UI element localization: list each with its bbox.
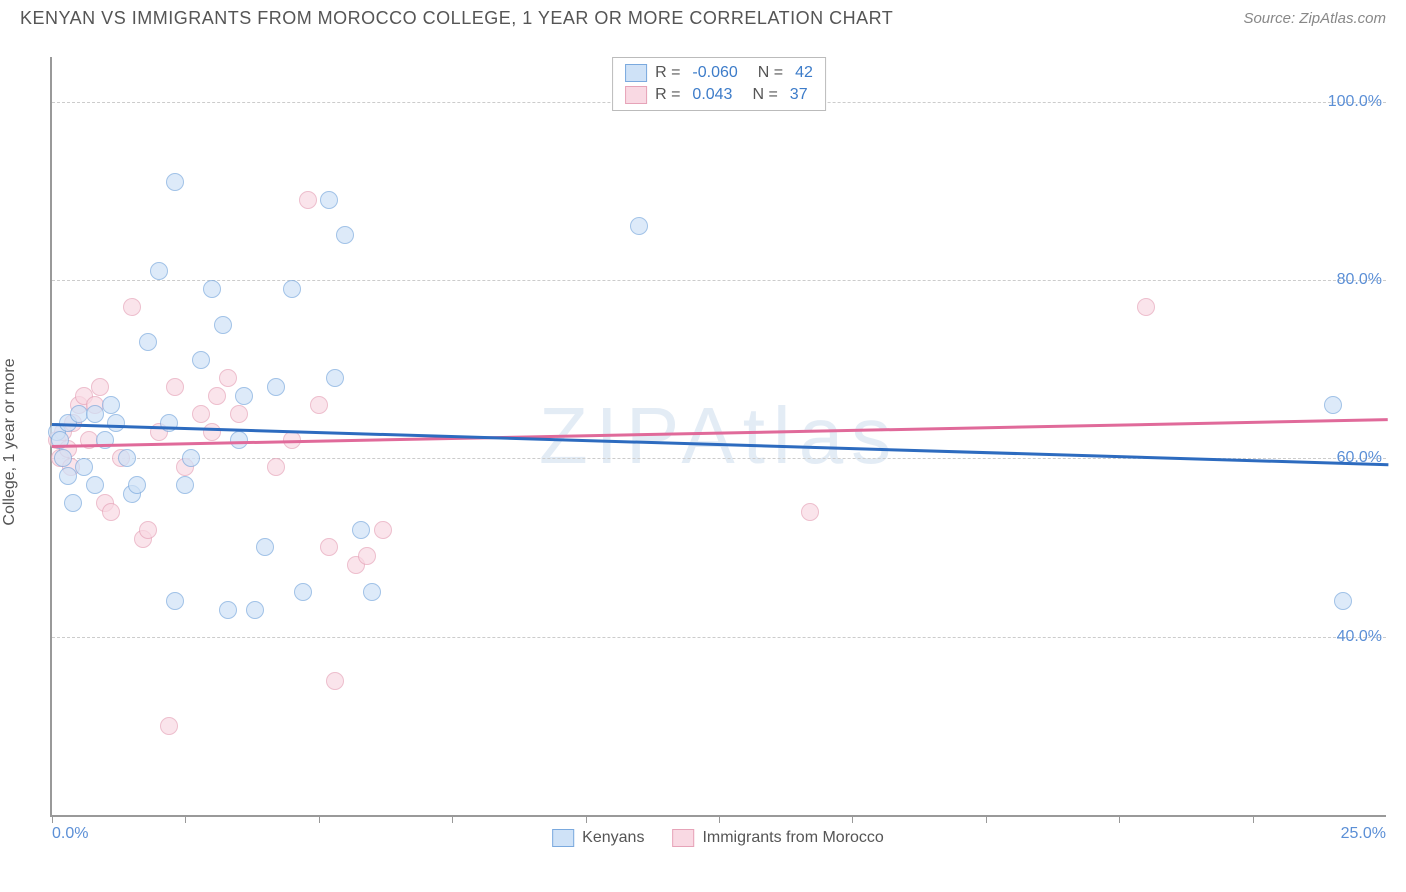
data-point xyxy=(320,538,338,556)
data-point xyxy=(118,449,136,467)
data-point xyxy=(219,369,237,387)
data-point xyxy=(320,191,338,209)
data-point xyxy=(86,405,104,423)
legend-label: Kenyans xyxy=(582,829,644,847)
data-point xyxy=(150,262,168,280)
data-point xyxy=(1334,592,1352,610)
y-tick-label: 80.0% xyxy=(1337,271,1382,289)
x-tick xyxy=(719,815,720,823)
data-point xyxy=(139,333,157,351)
data-point xyxy=(160,717,178,735)
data-point xyxy=(139,521,157,539)
plot-wrap: College, 1 year or more ZIPAtlas R =-0.0… xyxy=(50,37,1386,847)
legend-row: R = -0.060 N = 42 xyxy=(625,64,813,82)
data-point xyxy=(267,458,285,476)
data-point xyxy=(123,298,141,316)
data-point xyxy=(230,405,248,423)
data-point xyxy=(102,396,120,414)
gridline xyxy=(52,280,1386,281)
gridline xyxy=(52,637,1386,638)
data-point xyxy=(176,476,194,494)
data-point xyxy=(1324,396,1342,414)
x-tick xyxy=(452,815,453,823)
data-point xyxy=(256,538,274,556)
data-point xyxy=(96,431,114,449)
legend-r-value: 0.043 xyxy=(692,86,732,104)
x-tick xyxy=(52,815,53,823)
legend-r-value: -0.060 xyxy=(692,64,737,82)
x-axis-max-label: 25.0% xyxy=(1341,825,1386,843)
data-point xyxy=(235,387,253,405)
legend-item: Immigrants from Morocco xyxy=(672,829,883,847)
data-point xyxy=(246,601,264,619)
data-point xyxy=(630,217,648,235)
legend-n-value: 37 xyxy=(790,86,808,104)
data-point xyxy=(374,521,392,539)
plot-area: ZIPAtlas R =-0.060N =42R =0.043N =37 0.0… xyxy=(50,57,1386,817)
data-point xyxy=(102,503,120,521)
data-point xyxy=(166,592,184,610)
legend-label: Immigrants from Morocco xyxy=(702,829,883,847)
data-point xyxy=(75,458,93,476)
legend-swatch xyxy=(625,86,647,104)
chart-title: KENYAN VS IMMIGRANTS FROM MOROCCO COLLEG… xyxy=(20,8,893,29)
legend-r-label: R = xyxy=(655,86,680,104)
data-point xyxy=(192,351,210,369)
source-attribution: Source: ZipAtlas.com xyxy=(1243,10,1386,27)
data-point xyxy=(283,280,301,298)
legend-r-label: R = xyxy=(655,64,680,82)
legend-swatch xyxy=(625,64,647,82)
data-point xyxy=(363,583,381,601)
data-point xyxy=(182,449,200,467)
data-point xyxy=(267,378,285,396)
data-point xyxy=(352,521,370,539)
data-point xyxy=(203,280,221,298)
series-legend: Kenyans Immigrants from Morocco xyxy=(552,829,884,847)
y-axis-label: College, 1 year or more xyxy=(1,358,19,525)
y-tick-label: 40.0% xyxy=(1337,628,1382,646)
data-point xyxy=(326,369,344,387)
y-tick-label: 100.0% xyxy=(1328,93,1382,111)
data-point xyxy=(166,173,184,191)
x-tick xyxy=(1119,815,1120,823)
correlation-legend: R = -0.060 N = 42 R = 0.043 N = 37 xyxy=(612,57,826,111)
data-point xyxy=(214,316,232,334)
data-point xyxy=(128,476,146,494)
data-point xyxy=(208,387,226,405)
title-bar: KENYAN VS IMMIGRANTS FROM MOROCCO COLLEG… xyxy=(0,0,1406,37)
data-point xyxy=(336,226,354,244)
x-tick xyxy=(185,815,186,823)
data-point xyxy=(166,378,184,396)
legend-item: Kenyans xyxy=(552,829,644,847)
data-point xyxy=(192,405,210,423)
legend-swatch xyxy=(672,829,694,847)
legend-n-value: 42 xyxy=(795,64,813,82)
x-tick xyxy=(852,815,853,823)
legend-row: R = 0.043 N = 37 xyxy=(625,86,813,104)
data-point xyxy=(1137,298,1155,316)
data-point xyxy=(310,396,328,414)
x-axis-min-label: 0.0% xyxy=(52,825,88,843)
data-point xyxy=(299,191,317,209)
legend-n-label: N = xyxy=(752,86,777,104)
data-point xyxy=(358,547,376,565)
data-point xyxy=(203,423,221,441)
x-tick xyxy=(319,815,320,823)
data-point xyxy=(91,378,109,396)
data-point xyxy=(219,601,237,619)
data-point xyxy=(294,583,312,601)
x-tick xyxy=(586,815,587,823)
legend-swatch xyxy=(552,829,574,847)
data-point xyxy=(107,414,125,432)
x-tick xyxy=(1253,815,1254,823)
data-point xyxy=(59,467,77,485)
data-point xyxy=(86,476,104,494)
data-point xyxy=(801,503,819,521)
data-point xyxy=(64,494,82,512)
data-point xyxy=(54,449,72,467)
x-tick xyxy=(986,815,987,823)
data-point xyxy=(326,672,344,690)
legend-n-label: N = xyxy=(758,64,783,82)
